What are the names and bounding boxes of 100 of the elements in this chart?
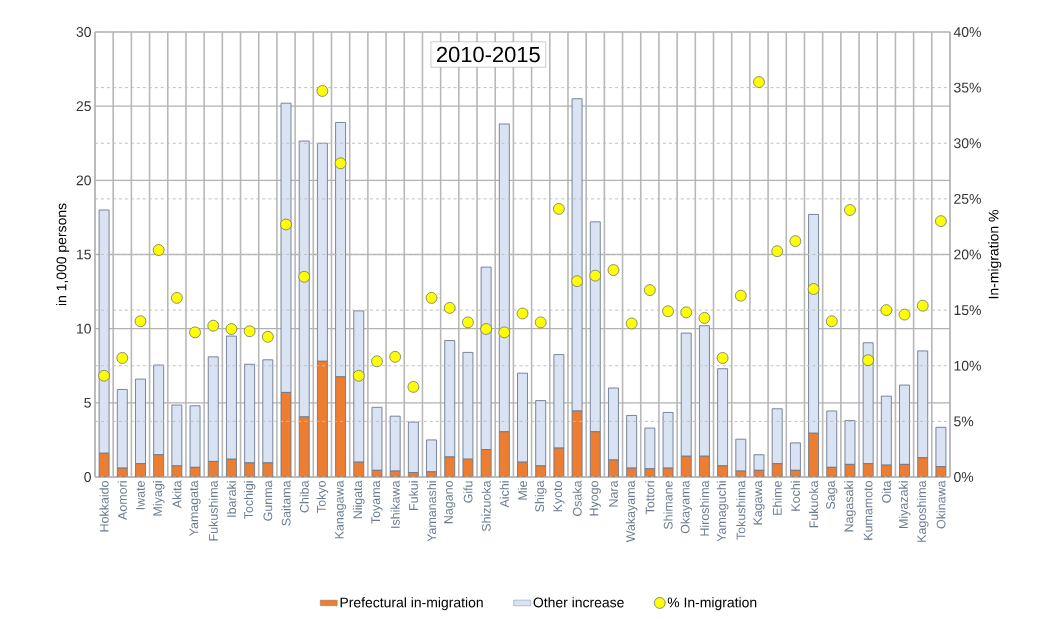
bar [753,454,765,471]
point [243,325,256,338]
y2-tick-label: 25% [954,193,981,204]
legend-label: % In-migration [667,597,757,611]
x-tick-label: Mie [517,481,528,500]
x-tick-label: Toyama [371,480,383,524]
x-tick-label: Chiba [299,480,309,513]
bar [244,363,256,464]
point [898,308,911,321]
point [734,289,747,302]
point [789,235,802,248]
point [443,302,456,314]
point [844,204,856,216]
legend-label: Prefectural in-migration [340,597,483,611]
x-tick-label: Aichi [499,481,509,508]
y2-axis-title: In-migration % [988,210,1002,299]
x-tick-label: Niigata [352,480,365,519]
bar [717,368,729,467]
point [935,215,947,227]
point [334,157,347,170]
bar [153,364,165,456]
y2-tick-label: 40% [953,27,981,37]
x-tick-label: Kyoto [553,481,565,512]
y2-tick-label: 35% [954,82,981,93]
point [98,369,110,382]
bar [608,387,619,461]
point [807,283,820,295]
y-tick-label: 0 [84,472,91,482]
point [553,203,565,215]
point [371,355,383,368]
bar [844,420,856,465]
x-tick-label: Ehime [772,481,782,515]
point [116,352,129,364]
point [261,330,274,343]
point [480,323,492,335]
bar [826,410,838,468]
y-axis-title: in 1,000 persons [56,203,70,306]
bar [535,400,547,467]
point [152,244,165,256]
y-tick-label: 20 [76,175,91,186]
point [280,218,292,231]
bar [735,438,747,472]
point [189,326,201,339]
bar [517,372,528,463]
y2-tick-label: 0% [954,472,974,482]
point [516,307,529,320]
point [680,306,693,319]
bar [626,414,638,469]
point [389,350,402,363]
x-tick-label: Kagoshima [916,480,929,542]
point [352,369,365,382]
bar [189,405,201,468]
x-tick-label: Kumamoto [863,481,873,540]
point [534,316,547,329]
y-tick-label: 5 [84,397,91,408]
x-tick-label: Fukuoka [808,480,819,528]
point [316,85,329,97]
bar [171,404,183,467]
x-tick-label: Kagawa [753,480,765,525]
x-tick-label: Ishikawa [390,480,400,528]
x-tick-label: Tokushima [736,480,746,540]
x-tick-label: Fukui [408,481,418,510]
point [880,304,893,316]
point [716,352,729,364]
x-tick-label: Osaka [572,480,582,516]
point [698,312,711,324]
y-tick-label: 15 [77,249,91,260]
x-tick-label: Okayama [680,480,693,534]
x-tick-label: Hiroshima [699,480,709,536]
point [662,305,674,318]
x-tick-label: Kochi [790,481,800,511]
x-tick-label: Nagasaki [844,481,856,532]
x-tick-label: Hokkaido [99,481,109,532]
point [589,269,602,282]
bar [426,439,437,473]
point [225,323,238,335]
bar [116,389,128,469]
x-tick-label: Ibaraki [226,481,237,517]
bar [371,406,383,471]
x-tick-label: Iwate [136,481,145,510]
x-tick-label: Nara [609,480,618,507]
x-tick-label: Oita [881,480,891,503]
bar [644,427,656,470]
point [862,354,875,367]
point [571,275,583,288]
x-tick-label: Fukushima [208,480,218,541]
y2-tick-label: 10% [954,360,981,371]
y-tick-label: 25 [76,101,91,112]
text: 2010-2015 [437,46,540,63]
bar [389,415,401,472]
x-tick-label: Yamaguchi [716,481,729,542]
x-tick-label: Yamanashi [426,481,437,542]
point [643,284,656,296]
x-tick-label: Saga [826,480,838,510]
point [753,76,765,88]
y2-tick-label: 20% [954,249,981,260]
point [607,264,620,276]
legend-label: Other increase [533,597,624,608]
bar [662,412,674,469]
point [462,316,474,329]
